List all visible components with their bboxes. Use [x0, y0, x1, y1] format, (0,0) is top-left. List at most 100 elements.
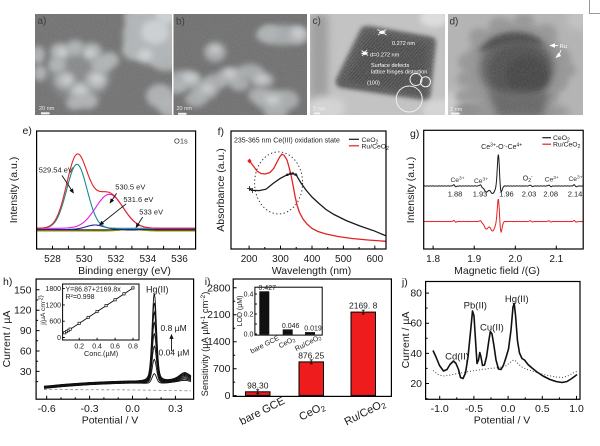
- svg-text:Ce3+: Ce3+: [450, 176, 464, 184]
- svg-text:531.6 eV: 531.6 eV: [123, 195, 153, 204]
- svg-text:d): d): [450, 17, 459, 28]
- svg-text:Ce3+: Ce3+: [545, 175, 559, 183]
- svg-text:Y=86.87+2169.8x: Y=86.87+2169.8x: [66, 287, 122, 294]
- svg-text:1.9: 1.9: [467, 254, 481, 265]
- svg-text:Ce3+-O--Ce4+: Ce3+-O--Ce4+: [481, 143, 522, 152]
- svg-text:1200: 1200: [45, 302, 61, 309]
- svg-text:Absorbance (a.u.): Absorbance (a.u.): [215, 148, 227, 231]
- svg-text:120: 120: [14, 305, 32, 317]
- svg-text:1.96: 1.96: [499, 190, 514, 199]
- svg-text:Potential / V: Potential / V: [82, 415, 139, 427]
- svg-text:300: 300: [272, 254, 289, 265]
- svg-text:Ce3+: Ce3+: [474, 177, 488, 185]
- svg-text:Current / µA: Current / µA: [1, 311, 13, 368]
- svg-text:Potential / V: Potential / V: [474, 415, 531, 427]
- svg-text:lattice fringes distortion: lattice fringes distortion: [371, 70, 427, 76]
- svg-text:O1s: O1s: [174, 137, 188, 146]
- svg-text:20 nm: 20 nm: [39, 106, 55, 112]
- svg-text:bare GCE: bare GCE: [249, 335, 280, 356]
- svg-text:2.08: 2.08: [543, 190, 558, 199]
- svg-text:60: 60: [20, 346, 32, 358]
- svg-text:j): j): [401, 277, 408, 289]
- svg-text:2.03: 2.03: [522, 190, 537, 199]
- svg-text:40: 40: [410, 348, 422, 360]
- svg-text:Sensitivity (µA µM-1 cm-2): Sensitivity (µA µM-1 cm-2): [200, 292, 210, 397]
- svg-text:235-365 nm Ce(III) oxidation s: 235-365 nm Ce(III) oxidation state: [234, 138, 340, 145]
- svg-text:0: 0: [57, 335, 61, 342]
- svg-text:20 nm: 20 nm: [177, 106, 193, 112]
- svg-text:0.0: 0.0: [244, 332, 254, 339]
- svg-text:d=0.272 nm: d=0.272 nm: [370, 53, 400, 59]
- svg-text:0.2: 0.2: [244, 312, 254, 319]
- svg-text:2.1: 2.1: [549, 254, 563, 265]
- svg-text:536: 536: [171, 254, 188, 265]
- svg-text:Magnetic field /(G): Magnetic field /(G): [454, 265, 540, 277]
- svg-text:0.04 µM: 0.04 µM: [159, 348, 190, 358]
- svg-text:Ce3+: Ce3+: [568, 175, 582, 183]
- svg-text:529.54 eV: 529.54 eV: [39, 166, 73, 175]
- svg-text:0.3: 0.3: [168, 403, 183, 415]
- svg-text:150: 150: [14, 284, 32, 296]
- svg-text:2 nm: 2 nm: [313, 107, 326, 113]
- svg-text:Ru/CeO2: Ru/CeO2: [362, 143, 390, 152]
- svg-text:0.0: 0.0: [501, 403, 516, 415]
- svg-text:b): b): [176, 17, 185, 28]
- svg-text:1.8: 1.8: [426, 254, 440, 265]
- svg-text:j(µA cm-2): j(µA cm-2): [38, 295, 48, 326]
- svg-text:2169. 8: 2169. 8: [349, 301, 378, 311]
- svg-text:h): h): [3, 276, 12, 288]
- svg-text:Intensity (a.u.): Intensity (a.u.): [8, 157, 20, 224]
- svg-text:98.30: 98.30: [247, 380, 269, 390]
- svg-text:0.272 nm: 0.272 nm: [392, 41, 415, 47]
- svg-text:2800: 2800: [207, 282, 231, 294]
- svg-text:876.25: 876.25: [298, 350, 324, 360]
- svg-text:CeO2: CeO2: [553, 135, 570, 144]
- svg-text:Pb(II): Pb(II): [464, 301, 487, 312]
- svg-text:2.0: 2.0: [508, 254, 522, 265]
- svg-text:Ru/CeO2: Ru/CeO2: [343, 397, 389, 429]
- svg-text:Hg(II): Hg(II): [146, 285, 169, 295]
- svg-text:e): e): [23, 125, 32, 137]
- svg-text:Binding energy (eV): Binding energy (eV): [78, 265, 171, 277]
- svg-text:-0.6: -0.6: [38, 403, 56, 415]
- svg-text:2 nm: 2 nm: [450, 107, 463, 113]
- svg-text:bare GCE: bare GCE: [238, 395, 287, 428]
- svg-text:0.4: 0.4: [92, 344, 102, 351]
- svg-text:532: 532: [108, 254, 125, 265]
- svg-text:c): c): [313, 16, 321, 27]
- svg-text:LOD (µM): LOD (µM): [237, 296, 244, 327]
- svg-text:Hg(II): Hg(II): [505, 294, 529, 305]
- svg-text:CeO2: CeO2: [362, 137, 379, 146]
- svg-text:0: 0: [225, 390, 231, 402]
- svg-text:60: 60: [410, 318, 422, 330]
- svg-text:f): f): [218, 126, 224, 138]
- svg-text:0.2: 0.2: [74, 344, 84, 351]
- svg-text:600: 600: [49, 319, 61, 326]
- svg-text:0.5: 0.5: [535, 403, 550, 415]
- svg-text:O2-: O2-: [523, 174, 533, 184]
- svg-text:1.0: 1.0: [569, 403, 584, 415]
- svg-text:1.88: 1.88: [448, 190, 463, 199]
- svg-text:-0.5: -0.5: [465, 403, 483, 415]
- svg-text:0.0: 0.0: [125, 403, 140, 415]
- svg-text:Surface defects: Surface defects: [371, 63, 409, 69]
- svg-text:0.8: 0.8: [128, 344, 138, 351]
- svg-text:1800: 1800: [45, 286, 61, 293]
- svg-text:Intensity (a.u.): Intensity (a.u.): [405, 157, 417, 224]
- svg-text:0.4: 0.4: [244, 292, 254, 299]
- svg-text:1400: 1400: [207, 336, 231, 348]
- svg-text:0.019: 0.019: [304, 326, 322, 333]
- svg-text:500: 500: [335, 254, 352, 265]
- svg-text:0.046: 0.046: [282, 323, 300, 330]
- svg-text:Ru: Ru: [560, 44, 567, 50]
- svg-text:0.6: 0.6: [110, 344, 120, 351]
- svg-text:Conc.(µM): Conc.(µM): [84, 349, 118, 358]
- svg-text:Current / µA: Current / µA: [400, 312, 412, 369]
- svg-text:Cu(II): Cu(II): [480, 322, 504, 333]
- svg-text:R²=0.998: R²=0.998: [66, 294, 95, 301]
- svg-text:(100): (100): [367, 81, 380, 87]
- svg-text:2.14: 2.14: [568, 190, 583, 199]
- svg-text:200: 200: [241, 254, 258, 265]
- svg-text:90: 90: [20, 325, 32, 337]
- svg-text:30: 30: [20, 366, 32, 378]
